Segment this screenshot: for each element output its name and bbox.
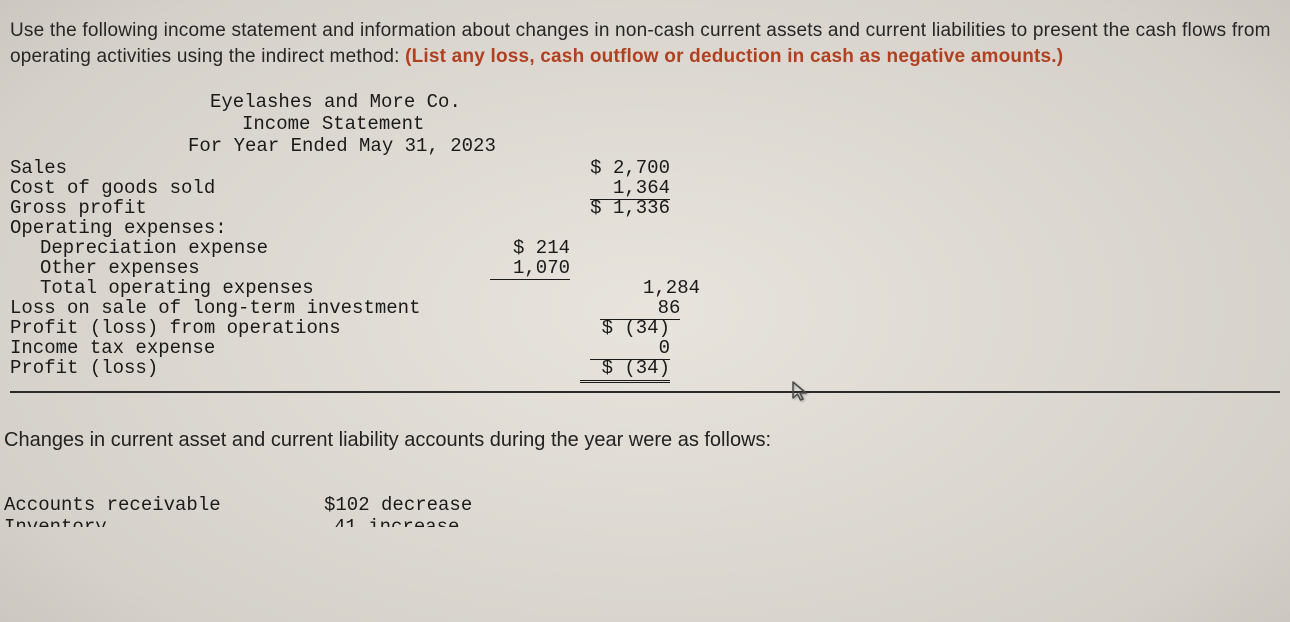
amount-other: 1,070: [440, 257, 570, 280]
page-root: Use the following income statement and i…: [0, 0, 1290, 622]
rule-divider: [10, 391, 1280, 393]
statement-title: Income Statement: [242, 113, 1280, 135]
row-depreciation: Depreciation expense $ 214: [10, 237, 760, 257]
changes-values: $102 decrease 41 increase: [324, 494, 524, 527]
row-cogs: Cost of goods sold 1,364: [10, 177, 760, 197]
inventory-value-cut: 41 increase: [324, 516, 524, 527]
amount-pl: $ (34): [540, 357, 670, 383]
row-other-expenses: Other expenses 1,070: [10, 257, 760, 277]
instructions-highlight: (List any loss, cash outflow or deductio…: [405, 46, 1063, 67]
row-gross-profit: Gross profit $ 1,336: [10, 197, 760, 217]
statement-header: Eyelashes and More Co. Income Statement …: [210, 91, 1280, 157]
label-cogs: Cost of goods sold: [10, 177, 410, 199]
row-total-opex: Total operating expenses 1,284: [10, 277, 760, 297]
label-tax: Income tax expense: [10, 337, 410, 359]
label-gp: Gross profit: [10, 197, 410, 219]
amount-depr: $ 214: [440, 237, 570, 259]
label-loss: Loss on sale of long-term investment: [10, 297, 420, 319]
label-sales: Sales: [10, 157, 410, 179]
instructions-paragraph: Use the following income statement and i…: [10, 18, 1280, 69]
ar-label: Accounts receivable: [4, 494, 324, 516]
row-profit-loss: Profit (loss) $ (34): [10, 357, 760, 381]
inventory-label-cut: Inventory: [4, 516, 324, 527]
ar-value: $102 decrease: [324, 494, 524, 516]
amount-sales: $ 2,700: [540, 157, 670, 179]
changes-labels: Accounts receivable Inventory: [4, 494, 324, 527]
label-pl: Profit (loss): [10, 357, 410, 379]
company-name: Eyelashes and More Co.: [210, 91, 1280, 113]
income-statement: Sales $ 2,700 Cost of goods sold 1,364 G…: [10, 157, 760, 381]
row-sales: Sales $ 2,700: [10, 157, 760, 177]
amount-gp: $ 1,336: [540, 197, 670, 219]
label-pl-ops: Profit (loss) from operations: [10, 317, 410, 339]
label-opex: Operating expenses:: [10, 217, 410, 239]
amount-pl-ops: $ (34): [540, 317, 670, 339]
amount-total-opex: 1,284: [570, 277, 700, 299]
statement-period: For Year Ended May 31, 2023: [188, 135, 1280, 157]
label-other: Other expenses: [10, 257, 440, 279]
row-profit-loss-ops: Profit (loss) from operations $ (34): [10, 317, 760, 337]
row-income-tax: Income tax expense 0: [10, 337, 760, 357]
label-depr: Depreciation expense: [10, 237, 440, 259]
label-total-opex: Total operating expenses: [10, 277, 440, 299]
row-loss-on-sale: Loss on sale of long-term investment 86: [10, 297, 760, 317]
row-opex-header: Operating expenses:: [10, 217, 760, 237]
changes-heading: Changes in current asset and current lia…: [4, 429, 1280, 452]
changes-table: Accounts receivable Inventory $102 decre…: [4, 494, 1280, 527]
